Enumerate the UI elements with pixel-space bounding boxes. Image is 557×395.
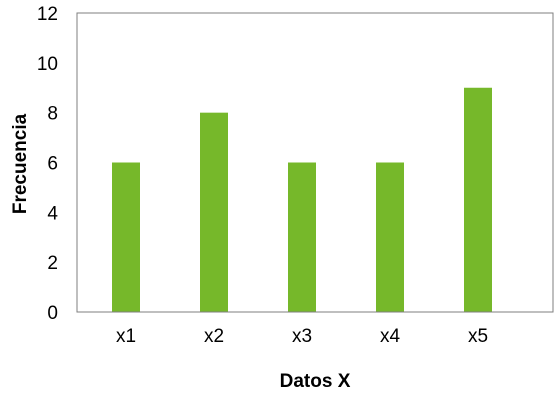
y-tick-label-2: 2 xyxy=(47,253,58,274)
bar-x4 xyxy=(376,162,404,312)
bar-x1 xyxy=(112,162,140,312)
x-tick-label-x4: x4 xyxy=(380,326,401,347)
x-tick-label-x1: x1 xyxy=(116,326,136,347)
x-axis-ticks: x1 x2 x3 x4 x5 xyxy=(116,326,488,347)
x-tick-label-x5: x5 xyxy=(468,326,488,347)
y-tick-label-0: 0 xyxy=(47,303,58,324)
bars-layer xyxy=(112,87,492,313)
y-tick-label-6: 6 xyxy=(47,154,58,175)
y-axis-title: Frecuencia xyxy=(10,113,31,214)
bar-x5 xyxy=(464,87,492,312)
y-tick-label-10: 10 xyxy=(37,54,58,75)
y-tick-label-4: 4 xyxy=(47,203,58,224)
x-axis-title: Datos X xyxy=(280,371,351,392)
bar-x2 xyxy=(200,112,228,313)
y-axis-ticks: 0 2 4 6 8 10 12 xyxy=(37,4,59,324)
x-tick-label-x3: x3 xyxy=(292,326,312,347)
y-tick-label-12: 12 xyxy=(37,4,58,25)
bar-x3 xyxy=(288,162,316,312)
y-tick-label-8: 8 xyxy=(47,104,58,125)
plot-area-frame xyxy=(76,12,554,313)
x-tick-label-x2: x2 xyxy=(204,326,224,347)
